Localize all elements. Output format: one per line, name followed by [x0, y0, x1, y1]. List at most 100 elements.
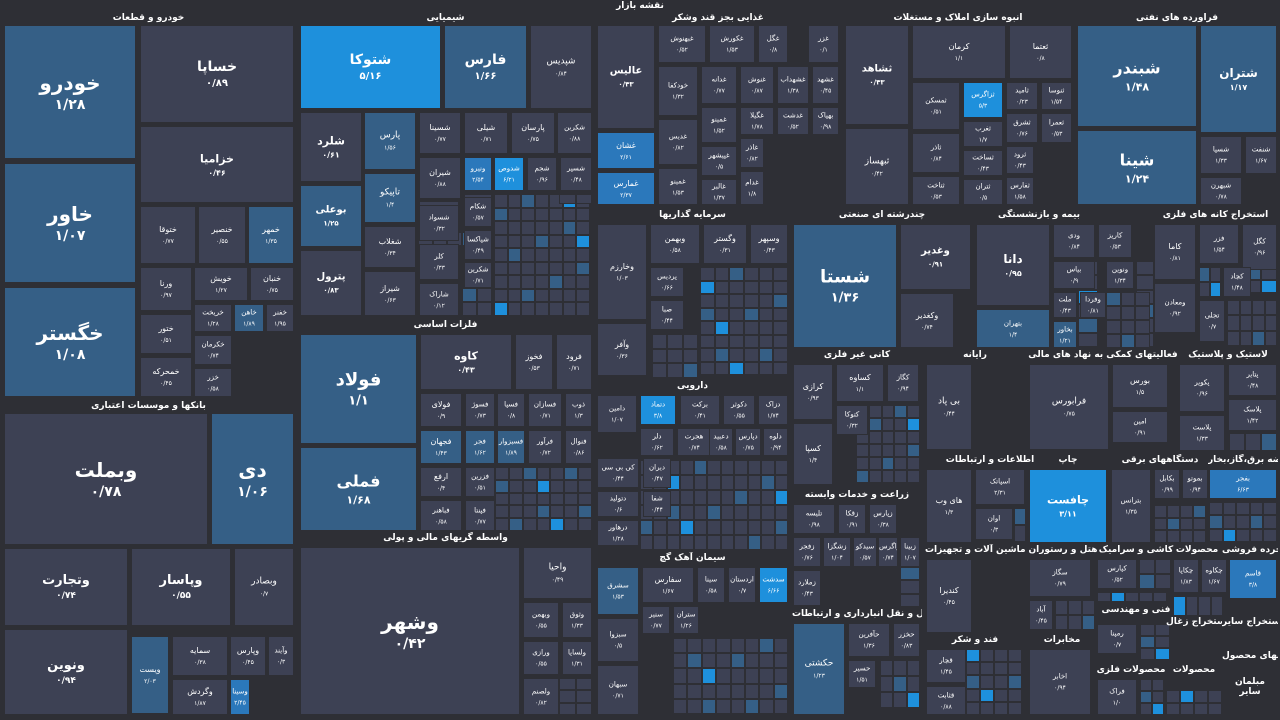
stock-tile-small[interactable] [1111, 592, 1125, 602]
stock-tile[interactable]: واحیا ۰/۴۹ [523, 547, 592, 599]
stock-tile[interactable]: فراک ۱/۰ [1097, 679, 1137, 715]
stock-tile-small[interactable] [729, 280, 744, 294]
stock-tile-small[interactable] [1236, 528, 1250, 542]
stock-tile-small[interactable] [1155, 624, 1170, 636]
stock-tile-small[interactable] [1249, 502, 1264, 516]
stock-tile-small[interactable] [900, 593, 920, 607]
stock-tile-small[interactable] [652, 363, 668, 378]
stock-tile-small[interactable] [758, 267, 774, 281]
stock-tile-small[interactable] [652, 348, 668, 364]
stock-tile[interactable]: زاگرس ۰/۷۴ [878, 537, 898, 567]
stock-tile[interactable]: شفا ۰/۴۴ [643, 491, 671, 517]
stock-tile-small[interactable] [868, 457, 882, 470]
stock-tile[interactable]: وکغدیر ۰/۷۴ [900, 293, 954, 348]
stock-tile[interactable]: فسازان ۰/۷۱ [528, 393, 562, 427]
stock-tile-small[interactable] [716, 683, 731, 699]
stock-tile-small[interactable] [1136, 275, 1154, 290]
stock-tile-small[interactable] [687, 668, 702, 684]
stock-tile-small[interactable] [758, 280, 774, 294]
stock-tile-small[interactable] [1014, 525, 1026, 542]
stock-tile-small[interactable] [747, 520, 762, 535]
stock-tile-small[interactable] [693, 475, 708, 490]
stock-tile[interactable]: سیدکو ۰/۵۷ [853, 537, 877, 567]
stock-tile-small[interactable] [507, 234, 522, 249]
stock-tile-small[interactable] [714, 267, 730, 281]
stock-tile-small[interactable] [1208, 690, 1222, 703]
stock-tile[interactable]: سینا ۰/۵۸ [697, 567, 725, 603]
stock-tile[interactable]: فزر ۱/۵۴ [1199, 224, 1239, 264]
stock-tile[interactable]: شلرد ۰/۶۱ [300, 112, 362, 182]
stock-tile-small[interactable] [687, 698, 702, 714]
stock-tile[interactable]: حآفرین ۱/۳۶ [848, 623, 890, 657]
stock-tile[interactable]: زفجر ۰/۷۶ [793, 537, 821, 567]
stock-tile-small[interactable] [1199, 267, 1210, 282]
stock-tile-small[interactable] [714, 334, 730, 348]
stock-tile-small[interactable] [994, 701, 1008, 715]
stock-tile-small[interactable] [1068, 615, 1082, 630]
stock-tile-small[interactable] [716, 653, 731, 669]
stock-tile-small[interactable] [1097, 592, 1111, 602]
stock-tile-small[interactable] [494, 288, 508, 303]
stock-tile-small[interactable] [1209, 528, 1223, 542]
stock-tile-small[interactable] [881, 444, 895, 457]
stock-tile[interactable]: فرابورس ۰/۷۵ [1029, 364, 1109, 450]
stock-tile[interactable]: فجهان ۱/۴۳ [420, 430, 462, 464]
stock-tile[interactable]: اسپاتک ۲/۳۱ [975, 469, 1025, 505]
stock-tile[interactable]: وسپهر ۰/۴۳ [750, 224, 788, 264]
stock-tile-small[interactable] [966, 649, 980, 663]
stock-tile-small[interactable] [522, 467, 537, 480]
stock-tile-small[interactable] [1166, 702, 1180, 715]
stock-tile[interactable]: شسواد ۰/۳۲ [419, 205, 459, 241]
stock-tile-small[interactable] [1239, 300, 1252, 316]
stock-tile-small[interactable] [761, 490, 775, 505]
stock-tile-small[interactable] [494, 221, 508, 235]
stock-tile-small[interactable] [747, 490, 762, 505]
stock-tile[interactable]: زشگزا ۱/۰۴ [823, 537, 851, 567]
stock-tile-small[interactable] [1180, 530, 1193, 543]
stock-tile-small[interactable] [720, 520, 735, 535]
stock-tile-small[interactable] [1008, 688, 1022, 702]
stock-tile[interactable]: شسپا ۱/۳۳ [1200, 136, 1242, 174]
stock-tile[interactable]: شتران ۱/۱۷ [1200, 25, 1277, 133]
stock-tile[interactable]: حکشتی ۱/۲۳ [793, 623, 845, 715]
stock-tile-small[interactable] [1198, 596, 1211, 616]
stock-tile-small[interactable] [880, 692, 894, 708]
stock-tile-small[interactable] [1078, 332, 1098, 347]
stock-tile[interactable]: دکوثر ۰/۵۵ [723, 395, 755, 425]
stock-tile-small[interactable] [535, 194, 549, 208]
stock-tile-small[interactable] [907, 470, 920, 483]
stock-tile[interactable]: ثرود ۰/۴۳ [1006, 146, 1034, 174]
stock-tile-small[interactable] [1139, 559, 1155, 574]
stock-tile-small[interactable] [562, 302, 577, 316]
stock-tile-small[interactable] [1140, 703, 1152, 715]
stock-tile-small[interactable] [1239, 330, 1252, 346]
stock-tile[interactable]: غدام ۱/۸ [740, 171, 764, 205]
stock-tile-small[interactable] [1227, 315, 1240, 331]
stock-tile[interactable]: خویش ۱/۲۷ [194, 267, 248, 301]
stock-tile[interactable]: فپنتا ۰/۷۷ [465, 500, 495, 531]
stock-tile[interactable]: ثمسکن ۰/۵۱ [912, 82, 960, 130]
stock-tile-small[interactable] [729, 307, 744, 321]
stock-tile[interactable]: ثغرب ۱/۷ [963, 121, 1003, 147]
stock-tile-small[interactable] [1180, 505, 1193, 518]
stock-tile-small[interactable] [701, 668, 717, 684]
stock-tile[interactable]: وپارس ۰/۴۵ [230, 636, 266, 676]
stock-tile-small[interactable] [744, 307, 759, 321]
stock-tile[interactable]: شجم ۰/۹۶ [527, 157, 557, 191]
stock-tile-small[interactable] [1209, 515, 1223, 529]
stock-tile-small[interactable] [536, 518, 551, 531]
stock-tile-small[interactable] [521, 221, 536, 235]
stock-tile[interactable]: خنبان ۰/۷۵ [250, 267, 294, 301]
stock-tile-small[interactable] [693, 535, 708, 550]
stock-tile[interactable]: فولاد ۱/۱ [300, 334, 417, 444]
stock-tile[interactable]: فملی ۱/۶۸ [300, 447, 417, 531]
stock-tile-small[interactable] [700, 334, 715, 348]
stock-tile[interactable]: ختور ۰/۵۱ [140, 314, 192, 354]
stock-tile-small[interactable] [759, 653, 774, 669]
stock-tile-small[interactable] [907, 444, 920, 457]
stock-tile[interactable]: بکابل ۰/۹۹ [1154, 469, 1180, 499]
stock-tile-small[interactable] [1210, 282, 1221, 297]
stock-tile-small[interactable] [744, 698, 760, 714]
stock-tile-small[interactable] [1081, 615, 1095, 630]
stock-tile[interactable]: چکاپا ۱/۸۳ [1173, 559, 1199, 593]
